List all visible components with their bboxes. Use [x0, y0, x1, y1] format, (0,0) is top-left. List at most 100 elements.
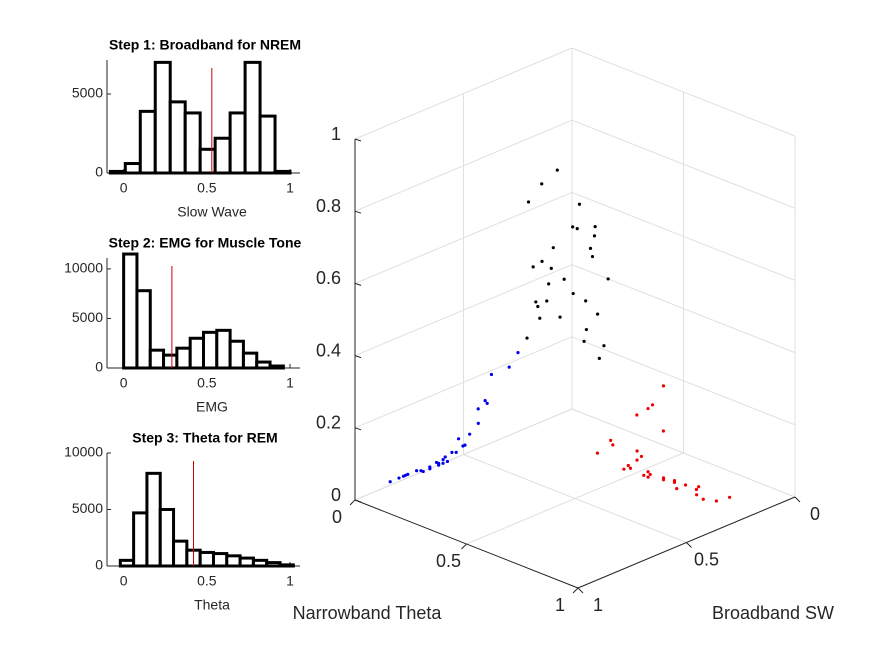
scatter-point	[728, 495, 732, 499]
y-tick	[349, 499, 356, 506]
scatter-point	[516, 351, 520, 355]
histogram-bar	[278, 563, 295, 568]
scatter-point	[461, 444, 465, 448]
x-tick	[794, 496, 801, 503]
x-tick-label: 0.5	[197, 573, 217, 589]
x-axis-label: Slow Wave	[177, 204, 247, 220]
histogram-bar	[238, 556, 255, 568]
scatter-point	[635, 413, 639, 417]
histogram-bar	[198, 147, 217, 175]
y-tick-label: 5000	[72, 85, 103, 101]
z-tick-label: 0	[331, 485, 341, 505]
scatter-point	[545, 299, 549, 303]
z-tick	[354, 499, 362, 503]
scatter-point	[646, 406, 650, 411]
histogram-bar	[198, 550, 215, 568]
x-tick-label: 0.5	[197, 375, 217, 391]
x-tick-label: 0	[120, 180, 128, 196]
histogram-bar	[145, 471, 162, 568]
scatter-point	[415, 469, 419, 473]
scatter-point	[401, 474, 406, 478]
x-axis-label: Theta	[194, 597, 230, 613]
scatter-point	[606, 277, 610, 281]
scatter-point	[714, 499, 719, 503]
scatter-point	[575, 227, 579, 231]
histogram-title: Step 1: Broadband for NREM	[109, 37, 301, 53]
histogram-bar	[183, 111, 202, 175]
x-tick	[686, 542, 692, 548]
scatter-point	[468, 432, 472, 436]
histogram-bar	[175, 346, 192, 370]
scatter-point	[525, 336, 529, 340]
scatter-point	[441, 458, 445, 462]
histogram-bar	[273, 169, 292, 175]
histogram-bar	[108, 169, 127, 175]
scatter-point	[555, 168, 559, 172]
scatter-point	[596, 312, 600, 316]
histogram-bar	[225, 554, 242, 568]
scatter-point	[476, 407, 480, 411]
scatter-point	[697, 485, 701, 489]
scatter-point	[397, 476, 401, 480]
histogram-title: Step 2: EMG for Muscle Tone	[109, 235, 302, 251]
x-tick-label: 1	[286, 573, 294, 589]
z-tick-label: 0.8	[316, 196, 341, 216]
histogram-title: Step 3: Theta for REM	[132, 430, 277, 446]
histogram-bar	[153, 60, 172, 175]
histogram-bar	[123, 162, 142, 175]
scatter-point	[526, 200, 531, 204]
scatter-point	[577, 202, 582, 206]
y-tick-label: 0.5	[436, 551, 461, 571]
x-tick	[577, 587, 584, 594]
y-tick-label: 0	[95, 359, 103, 375]
histogram-bar	[268, 364, 285, 370]
histogram-bar	[172, 539, 189, 568]
scatter-point	[672, 478, 677, 483]
scatter-point	[597, 356, 601, 361]
scatter-point	[593, 225, 597, 229]
scatter-point	[588, 246, 593, 250]
scatter-point	[602, 344, 606, 348]
z-tick	[354, 355, 362, 359]
y-tick-label: 5000	[72, 309, 103, 325]
scatter-point	[590, 254, 595, 259]
y-tick-label: 0	[95, 557, 103, 573]
scatter-point	[683, 483, 688, 487]
scatter-point	[549, 266, 553, 270]
scatter-point	[476, 421, 480, 425]
scatter-point	[609, 438, 613, 442]
scatter-point	[650, 403, 655, 407]
y-axis-label: Narrowband Theta	[293, 603, 443, 623]
histogram-bar	[211, 552, 229, 568]
scatter-point	[531, 265, 535, 269]
scatter-point	[582, 339, 586, 343]
scatter-point	[540, 182, 544, 186]
y-tick	[572, 587, 579, 594]
grid-line	[466, 452, 684, 545]
histogram-bar	[255, 360, 272, 370]
z-tick	[354, 210, 362, 214]
x-tick-label: 1	[593, 595, 603, 615]
scatter-point	[642, 473, 646, 477]
scatter-point	[646, 470, 650, 474]
scatter-point	[635, 449, 639, 453]
x-tick-label: 0	[810, 504, 820, 524]
scatter-point	[611, 443, 615, 447]
histogram-bar	[158, 508, 176, 568]
histogram-bar	[188, 336, 205, 370]
scatter-point	[445, 459, 450, 464]
histogram-bar	[162, 353, 179, 370]
histogram-bar	[241, 351, 259, 370]
scatter-point	[626, 463, 630, 468]
histogram-bar	[228, 111, 247, 175]
histogram-bar	[135, 289, 152, 370]
scatter-point	[584, 327, 588, 332]
histogram-bar	[168, 100, 187, 175]
x-tick-label: 0	[120, 375, 128, 391]
histogram-bar	[118, 558, 136, 568]
histogram-bar	[138, 109, 157, 175]
scatter-point	[437, 463, 441, 467]
z-tick-label: 0.2	[316, 413, 341, 433]
scatter-point	[551, 246, 555, 250]
